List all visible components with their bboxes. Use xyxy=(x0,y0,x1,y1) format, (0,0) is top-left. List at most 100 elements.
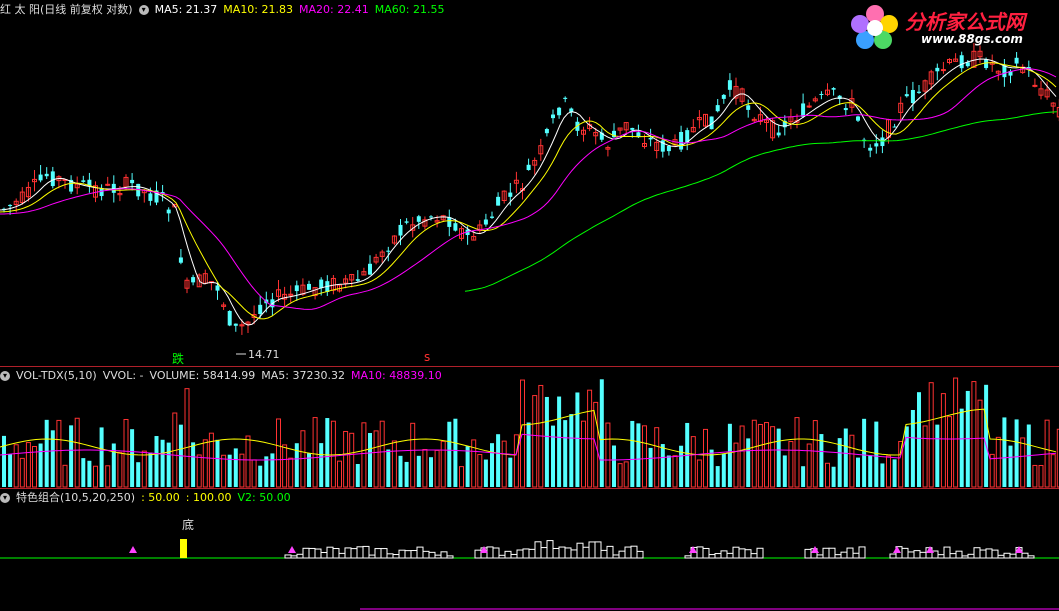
indicator-bar xyxy=(332,548,340,559)
volume-ma5-value: MA5: 37230.32 xyxy=(261,369,345,382)
volume-bar xyxy=(532,395,538,488)
indicator-bar xyxy=(582,546,590,559)
volume-bar xyxy=(940,393,946,488)
indicator-bar xyxy=(943,546,951,559)
indicator-bar xyxy=(889,553,897,559)
volume-bar xyxy=(794,417,800,488)
candle-body xyxy=(660,140,665,152)
stock-title: 红 太 阳(日线 前复权 对数) xyxy=(0,3,133,16)
indicator-name: 特色组合(10,5,20,250) xyxy=(16,491,136,504)
buy-signal-triangle-icon xyxy=(926,546,934,553)
indicator-bar xyxy=(284,554,292,559)
volume-bar xyxy=(636,423,641,487)
indicator-bar xyxy=(320,551,328,559)
candle-body xyxy=(355,279,360,281)
indicator-bar xyxy=(540,547,548,559)
candle-body xyxy=(227,311,232,326)
indicator-bar xyxy=(804,548,812,559)
volume-bar xyxy=(648,447,653,487)
buy-signal-triangle-icon xyxy=(129,546,137,553)
volume-bar xyxy=(544,396,549,487)
indicator-bar xyxy=(326,546,334,559)
candle-body xyxy=(690,126,696,133)
site-logo: 分析家公式网 www.88gs.com xyxy=(849,4,1049,52)
volume-bar xyxy=(672,455,678,488)
candle-body xyxy=(251,314,257,318)
volume-bar xyxy=(184,388,190,488)
candle-body xyxy=(977,50,983,58)
volume-bar xyxy=(8,454,13,487)
buy-signal-triangle-icon xyxy=(893,546,901,553)
volume-bar xyxy=(1014,419,1019,487)
volume-bar xyxy=(496,434,501,487)
indicator-bar xyxy=(522,548,530,559)
volume-bar xyxy=(258,465,263,487)
candle-body xyxy=(1032,84,1038,87)
volume-bar xyxy=(886,455,891,488)
indicator-bar xyxy=(624,546,632,559)
candle-body xyxy=(746,105,751,110)
indicator-bar xyxy=(816,554,824,559)
candle-body xyxy=(25,186,31,198)
volume-bar xyxy=(953,377,959,488)
legend-toggle-icon[interactable]: ▾ xyxy=(138,5,149,15)
candle-body xyxy=(764,119,769,123)
candle-body xyxy=(1044,89,1050,98)
volume-bar xyxy=(1038,464,1044,488)
volume-bar xyxy=(831,466,836,487)
buy-signal-triangle-icon xyxy=(811,546,819,553)
volume-bar xyxy=(709,449,714,487)
indicator-bar xyxy=(991,549,999,559)
indicator-bar xyxy=(516,549,524,559)
volume-bar xyxy=(81,458,86,487)
volume-bar xyxy=(379,420,385,488)
candle-body xyxy=(245,321,251,325)
volume-bar xyxy=(349,432,355,488)
volume-bar xyxy=(617,463,623,488)
volume-bar xyxy=(892,459,897,487)
candle-body xyxy=(654,141,660,151)
bottom-signal-label: 底 xyxy=(182,518,195,532)
candle-body xyxy=(685,130,690,143)
candle-body xyxy=(801,103,806,117)
indicator-toggle-icon[interactable]: ▾ xyxy=(0,493,10,503)
candle-body xyxy=(959,55,964,69)
indicator-bar xyxy=(374,548,382,559)
candle-body xyxy=(526,164,531,171)
volume-bar xyxy=(422,448,428,488)
candle-body xyxy=(825,89,830,95)
candle-body xyxy=(19,191,25,204)
volume-bar xyxy=(690,436,696,488)
candle-body xyxy=(770,120,776,139)
candle-body xyxy=(892,126,897,128)
price-chart[interactable] xyxy=(0,0,1059,366)
candle-body xyxy=(623,122,629,131)
volume-bar xyxy=(99,427,104,487)
volume-bar xyxy=(276,418,281,488)
volume-bar xyxy=(62,464,68,488)
volume-bar xyxy=(416,455,421,487)
indicator-bar xyxy=(708,554,716,559)
indicator-bar xyxy=(822,547,830,559)
volume-bar xyxy=(825,462,830,488)
indicator-bar xyxy=(308,547,316,559)
indicator-bar xyxy=(1009,553,1017,559)
candle-body xyxy=(642,143,647,148)
candle-body xyxy=(312,287,318,297)
indicator-bar xyxy=(732,546,740,559)
candle-body xyxy=(679,131,684,150)
volume-chart[interactable] xyxy=(0,367,1059,488)
volume-toggle-icon[interactable]: ▾ xyxy=(0,371,10,381)
candle-body xyxy=(81,180,86,182)
indicator-bar xyxy=(510,553,518,559)
volume-bar xyxy=(294,443,299,487)
volume-bar xyxy=(874,421,879,487)
candle-body xyxy=(953,58,959,62)
indicator-chart[interactable] xyxy=(0,489,1059,611)
candle-body xyxy=(538,145,544,155)
candle-body xyxy=(898,102,904,113)
indicator-bar xyxy=(356,546,364,559)
volume-bar xyxy=(93,465,98,488)
volume-bar xyxy=(453,418,458,487)
volume-bar xyxy=(1056,428,1059,488)
